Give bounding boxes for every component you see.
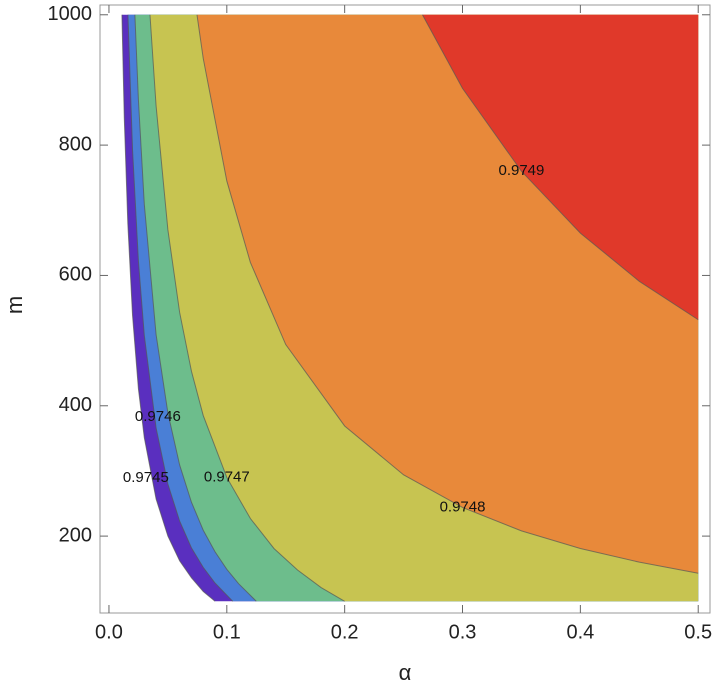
contour-label: 0.9749 xyxy=(498,162,544,179)
contour-line xyxy=(149,14,345,602)
y-axis-label: m xyxy=(2,296,27,314)
contour-label: 0.9748 xyxy=(440,498,486,515)
contour-label: 0.9746 xyxy=(135,408,181,425)
contour-labels: 0.9745 0.9746 0.9747 0.9748 0.9749 xyxy=(123,162,544,515)
contour-band xyxy=(422,14,699,320)
contour-label: 0.9747 xyxy=(204,468,250,485)
x-tick-label: 0.5 xyxy=(684,621,712,643)
y-tick-label: 600 xyxy=(59,264,92,286)
contour-bands xyxy=(121,14,699,602)
x-tick-label: 0.3 xyxy=(449,621,477,643)
ticks: 0.0 0.1 0.2 0.3 0.4 0.5 200 400 600 800 1000 xyxy=(48,3,713,643)
x-tick-label: 0.0 xyxy=(95,621,123,643)
x-tick-label: 0.2 xyxy=(331,621,359,643)
x-tick-label: 0.4 xyxy=(566,621,594,643)
contour-line xyxy=(196,14,699,574)
contour-line xyxy=(127,14,234,602)
contour-line xyxy=(422,14,699,321)
y-tick-label: 400 xyxy=(59,394,92,416)
y-tick-label: 200 xyxy=(59,524,92,546)
contour-line xyxy=(121,14,216,602)
y-tick-label: 1000 xyxy=(48,3,93,25)
x-axis-label: α xyxy=(399,660,412,685)
contour-line xyxy=(134,14,257,602)
x-tick-label: 0.1 xyxy=(213,621,241,643)
contour-lines xyxy=(121,14,699,602)
frame xyxy=(99,4,711,614)
y-tick-label: 800 xyxy=(59,133,92,155)
contour-label: 0.9745 xyxy=(123,469,169,486)
